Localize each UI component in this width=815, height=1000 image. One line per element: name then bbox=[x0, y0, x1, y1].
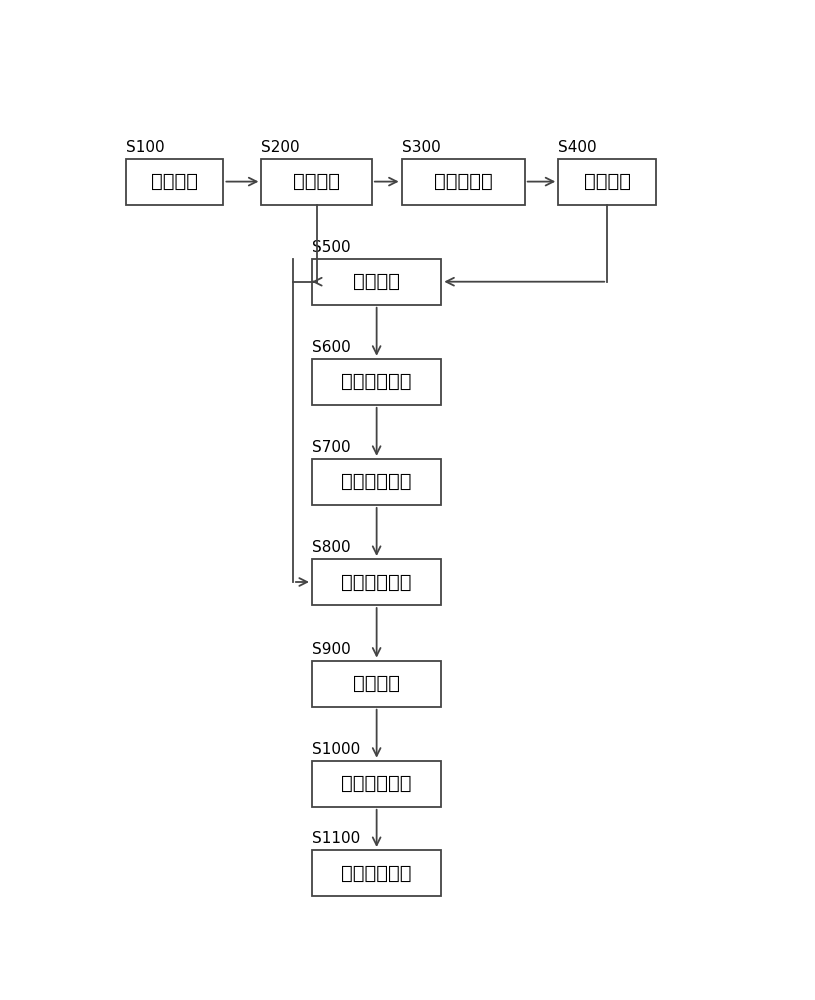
Bar bbox=[312, 761, 442, 807]
Bar bbox=[126, 159, 223, 205]
Text: 背景重建: 背景重建 bbox=[584, 172, 631, 191]
Text: S300: S300 bbox=[402, 140, 440, 155]
Text: S600: S600 bbox=[312, 340, 350, 355]
Text: 高频边缘提取: 高频边缘提取 bbox=[341, 372, 412, 391]
Text: 疑似遥挡区域: 疑似遥挡区域 bbox=[341, 774, 412, 793]
Text: S500: S500 bbox=[312, 240, 350, 255]
Bar bbox=[312, 559, 442, 605]
Text: 原始图像: 原始图像 bbox=[151, 172, 198, 191]
Bar bbox=[312, 359, 442, 405]
Text: S1000: S1000 bbox=[312, 742, 360, 757]
Text: 最终遥挡区域: 最终遥挡区域 bbox=[341, 864, 412, 883]
Bar bbox=[312, 850, 442, 896]
Bar bbox=[558, 159, 656, 205]
Text: S200: S200 bbox=[262, 140, 300, 155]
Bar bbox=[312, 661, 442, 707]
Text: S900: S900 bbox=[312, 642, 350, 657]
Text: S100: S100 bbox=[126, 140, 164, 155]
Bar bbox=[402, 159, 525, 205]
Text: 边缘提取: 边缘提取 bbox=[353, 674, 400, 693]
Text: 图像滤波: 图像滤波 bbox=[293, 172, 340, 191]
Text: S400: S400 bbox=[558, 140, 597, 155]
Text: 联合高维图像: 联合高维图像 bbox=[341, 572, 412, 591]
Text: 图像开运算: 图像开运算 bbox=[434, 172, 492, 191]
Bar bbox=[312, 259, 442, 305]
Bar bbox=[262, 159, 372, 205]
Bar bbox=[312, 459, 442, 505]
Text: S700: S700 bbox=[312, 440, 350, 455]
Text: S1100: S1100 bbox=[312, 831, 360, 846]
Text: S800: S800 bbox=[312, 540, 350, 555]
Text: 图像相减: 图像相减 bbox=[353, 272, 400, 291]
Text: 边缘图像增强: 边缘图像增强 bbox=[341, 472, 412, 491]
